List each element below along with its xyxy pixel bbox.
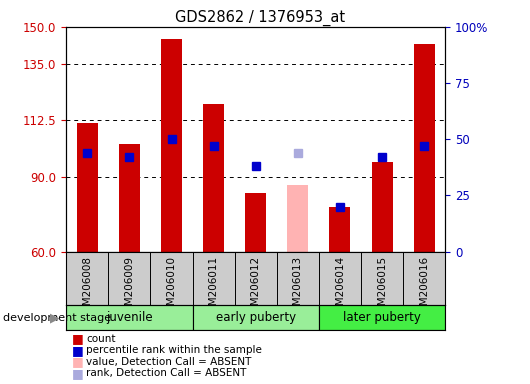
Text: juvenile: juvenile [106,311,153,324]
Text: development stage: development stage [3,313,111,323]
Text: ■: ■ [72,355,83,368]
Bar [319,305,445,330]
Text: later puberty: later puberty [343,311,421,324]
Bar [192,305,319,330]
Bar [203,104,224,252]
Bar [245,193,266,252]
Bar [287,185,308,252]
Text: GSM206012: GSM206012 [251,256,261,319]
Bar [77,123,98,252]
Text: count: count [86,334,116,344]
Text: GSM206011: GSM206011 [209,256,218,319]
Text: ■: ■ [72,367,83,380]
Text: GSM206010: GSM206010 [166,256,176,319]
Text: rank, Detection Call = ABSENT: rank, Detection Call = ABSENT [86,368,247,378]
Text: GSM206015: GSM206015 [377,256,387,319]
Text: value, Detection Call = ABSENT: value, Detection Call = ABSENT [86,357,252,367]
Text: GDS2862 / 1376953_at: GDS2862 / 1376953_at [175,10,344,26]
Text: early puberty: early puberty [216,311,296,324]
Text: ▶: ▶ [50,311,59,324]
Text: GSM206014: GSM206014 [335,256,345,319]
Text: GSM206013: GSM206013 [293,256,303,319]
Bar [119,144,140,252]
Bar [161,40,182,252]
Bar [413,44,435,252]
Bar [330,207,350,252]
Bar [66,305,192,330]
Text: ■: ■ [72,344,83,357]
Text: GSM206016: GSM206016 [419,256,429,319]
Text: GSM206008: GSM206008 [82,256,92,319]
Bar [372,162,393,252]
Text: ■: ■ [72,332,83,345]
Text: GSM206009: GSM206009 [125,256,135,319]
Text: percentile rank within the sample: percentile rank within the sample [86,345,262,355]
